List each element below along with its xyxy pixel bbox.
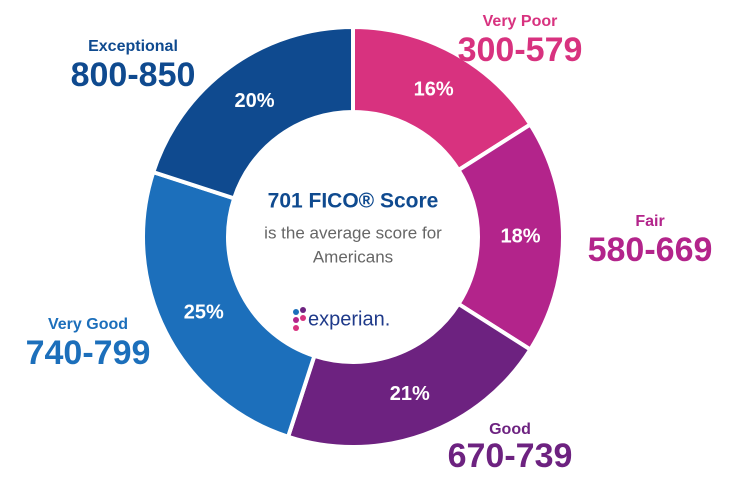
range-label: 740-799	[26, 334, 151, 372]
donut-segment	[285, 301, 534, 449]
range-label: 670-739	[448, 437, 573, 475]
value-label: 21%	[390, 383, 430, 405]
logo-dots	[293, 307, 306, 331]
range-label: 300-579	[458, 31, 583, 69]
donut-segment	[141, 169, 317, 440]
logo: experian.	[308, 308, 390, 330]
center-text: Americans	[313, 247, 393, 266]
category-label: Fair	[635, 213, 664, 230]
range-label: 580-669	[588, 231, 713, 269]
center-title: 701 FICO® Score	[268, 190, 439, 213]
category-label: Good	[489, 421, 531, 438]
category-label: Very Poor	[483, 13, 558, 30]
value-label: 16%	[414, 78, 454, 100]
value-label: 20%	[235, 90, 275, 112]
center-text: is the average score for	[264, 223, 442, 242]
value-label: 25%	[184, 301, 224, 323]
category-label: Very Good	[48, 316, 128, 333]
category-label: Exceptional	[88, 38, 178, 55]
range-label: 800-850	[71, 56, 196, 94]
value-label: 18%	[500, 225, 540, 247]
donut-segment	[150, 24, 355, 201]
